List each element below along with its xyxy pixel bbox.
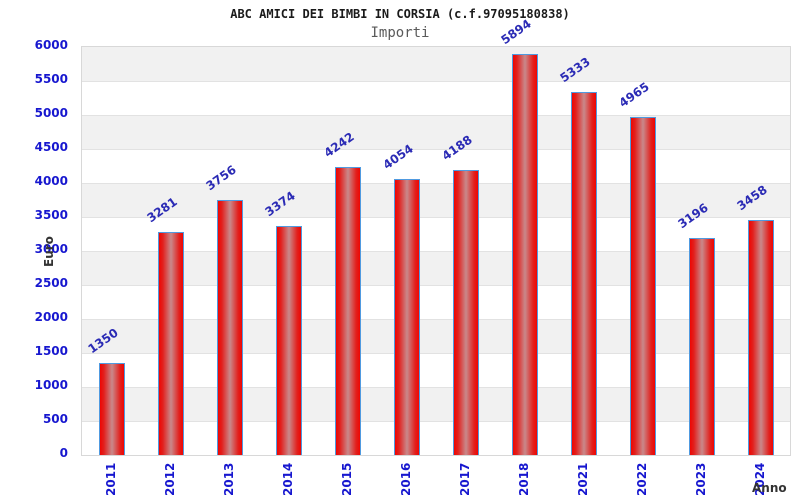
bar-value-label: 5894: [497, 16, 534, 48]
bar: [511, 54, 538, 455]
plot-band: [82, 421, 790, 455]
bar: [98, 363, 125, 455]
x-tick-label: 2021: [575, 462, 590, 496]
y-tick-label: 4000: [34, 174, 68, 188]
plot-band: [82, 47, 790, 81]
x-tick-label: 2018: [516, 462, 531, 496]
chart-title: ABC AMICI DEI BIMBI IN CORSIA (c.f.97095…: [230, 7, 570, 21]
gridline: [82, 149, 790, 150]
gridline: [82, 183, 790, 184]
plot-band: [82, 353, 790, 387]
y-tick-label: 2000: [34, 310, 68, 324]
bar: [629, 117, 656, 455]
bar: [334, 166, 361, 455]
gridline: [82, 115, 790, 116]
chart-subtitle: Importi: [370, 25, 430, 41]
bar: [747, 219, 774, 455]
y-tick-label: 6000: [34, 38, 68, 52]
gridline: [82, 353, 790, 354]
gridline: [82, 421, 790, 422]
plot-band: [82, 319, 790, 353]
x-tick-label: 2014: [280, 462, 295, 496]
y-tick-label: 3000: [34, 242, 68, 256]
x-tick-label: 2015: [339, 462, 354, 496]
bar: [570, 92, 597, 455]
bar: [157, 231, 184, 455]
x-tick-label: 2017: [457, 462, 472, 496]
bar: [688, 237, 715, 455]
gridline: [82, 285, 790, 286]
x-tick-label: 2013: [221, 462, 236, 496]
plot-band: [82, 285, 790, 319]
plot-band: [82, 81, 790, 115]
gridline: [82, 387, 790, 388]
gridline: [82, 251, 790, 252]
x-tick-label: 2023: [693, 462, 708, 496]
y-tick-label: 5500: [34, 72, 68, 86]
y-tick-label: 5000: [34, 106, 68, 120]
plot-band: [82, 183, 790, 217]
bar: [393, 179, 420, 455]
x-tick-label: 2012: [162, 462, 177, 496]
y-tick-label: 0: [59, 446, 68, 460]
bar: [216, 199, 243, 455]
y-tick-label: 1000: [34, 378, 68, 392]
plot-area: [81, 46, 791, 456]
x-tick-label: 2022: [634, 462, 649, 496]
plot-band: [82, 387, 790, 421]
gridline: [82, 81, 790, 82]
y-tick-label: 2500: [34, 276, 68, 290]
y-tick-label: 4500: [34, 140, 68, 154]
plot-band: [82, 115, 790, 149]
x-tick-label: 2011: [103, 462, 118, 496]
bar: [452, 170, 479, 455]
y-tick-label: 500: [42, 412, 68, 426]
gridline: [82, 217, 790, 218]
y-tick-label: 3500: [34, 208, 68, 222]
y-tick-label: 1500: [34, 344, 68, 358]
y-axis-title: Euro: [42, 236, 56, 267]
plot-band: [82, 251, 790, 285]
x-tick-label: 2016: [398, 462, 413, 496]
plot-band: [82, 149, 790, 183]
bar: [275, 225, 302, 455]
x-axis-title: Anno: [752, 481, 787, 495]
plot-band: [82, 217, 790, 251]
gridline: [82, 319, 790, 320]
